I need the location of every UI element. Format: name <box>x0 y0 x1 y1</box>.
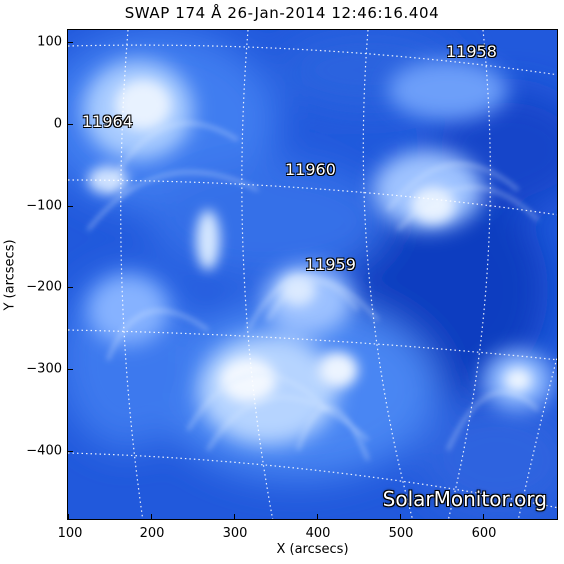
x-tick-label: 400 <box>305 526 331 541</box>
x-tickmark <box>234 514 235 520</box>
y-tickmark <box>67 369 73 370</box>
image-title: SWAP 174 Å 26-Jan-2014 12:46:16.404 <box>124 4 440 22</box>
y-tick-label: −200 <box>26 279 62 295</box>
y-tick-label: −400 <box>26 443 62 459</box>
y-tickmark <box>67 206 73 207</box>
x-tick-label: 100 <box>57 526 83 541</box>
y-tick-label: −300 <box>26 361 62 377</box>
active-region-label-11960: 11960 <box>285 160 336 179</box>
solar-euv-image <box>68 30 557 519</box>
y-tick-label: 100 <box>37 34 62 50</box>
x-tickmark <box>400 514 401 520</box>
y-tickmark <box>67 287 73 288</box>
y-tickmark <box>67 42 73 43</box>
x-tickmark <box>151 514 152 520</box>
x-tick-label: 600 <box>471 526 497 541</box>
solar-image-panel: 11958 11964 11960 11959 SolarMonitor.org <box>67 29 558 520</box>
x-tick-label: 300 <box>222 526 248 541</box>
y-tickmark <box>67 451 73 452</box>
y-tick-label: 0 <box>53 116 62 132</box>
x-tickmark <box>68 514 69 520</box>
y-tick-label: −100 <box>26 198 62 214</box>
active-region-label-11958: 11958 <box>446 42 497 61</box>
solarmonitor-watermark: SolarMonitor.org <box>382 487 547 511</box>
x-tick-label: 500 <box>388 526 414 541</box>
y-tickmark <box>67 124 73 125</box>
y-axis-label: Y (arcsecs) <box>2 239 18 311</box>
x-tick-label: 200 <box>139 526 165 541</box>
x-axis-label: X (arcsecs) <box>276 542 349 557</box>
active-region-label-11964: 11964 <box>82 112 133 131</box>
x-tickmark <box>483 514 484 520</box>
active-region-label-11959: 11959 <box>305 255 356 274</box>
x-tickmark <box>317 514 318 520</box>
